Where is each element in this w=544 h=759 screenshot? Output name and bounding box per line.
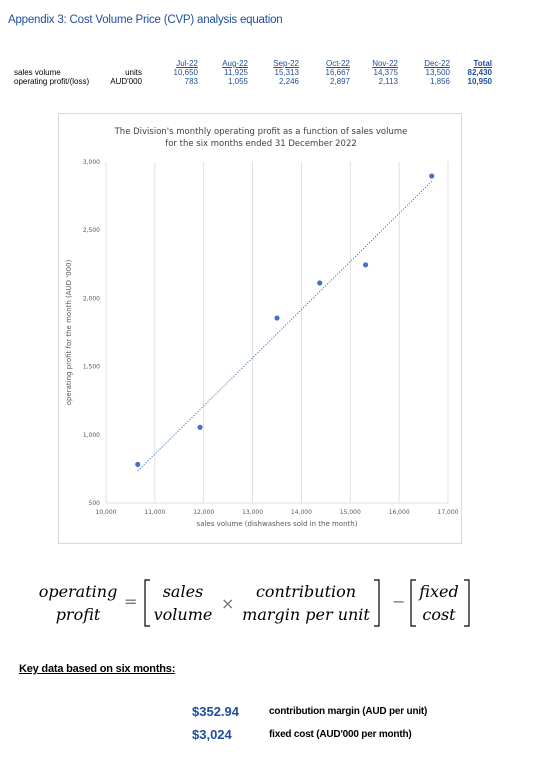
total-header: Total [473,59,492,68]
key-data-heading: Key data based on six months: [19,663,176,675]
x-tick-label: 10,000 [96,509,117,516]
minus-sign: − [392,592,406,611]
table-cell: 2,113 [378,77,398,86]
total-cell: 82,430 [467,68,492,77]
y-tick-label: 3,000 [83,159,100,166]
times-sign: × [221,594,235,613]
formula-term2-top: contribution [255,582,357,601]
scatter-chart: The Division's monthly operating profit … [58,113,462,544]
formula-term1-bottom: volume [153,605,213,624]
row-label: operating profit/(loss) [14,77,90,86]
total-cell: 10,950 [467,77,492,86]
table-cell: 13,500 [425,68,450,77]
x-tick-label: 16,000 [389,509,410,516]
table-cell: 1,856 [429,77,450,86]
monthly-data-table: Jul-22 Aug-22 Sep-22 Oct-22 Nov-22 Dec-2… [14,59,492,86]
equals-sign: = [124,592,138,611]
page-title: Appendix 3: Cost Volume Price (CVP) anal… [8,14,283,26]
x-axis-label: sales volume (dishwashers sold in the mo… [197,520,358,528]
left-bracket-icon [410,579,416,627]
contribution-margin-value: $352.94 [192,704,239,719]
table-cell: 2,897 [329,77,350,86]
x-tick-label: 17,000 [438,509,459,516]
formula-lhs-top: operating [38,582,118,601]
table-cell: 783 [184,77,198,86]
month-header: Oct-22 [325,59,350,68]
chart-canvas: The Division's monthly operating profit … [65,127,459,528]
table-header-row: Jul-22 Aug-22 Sep-22 Oct-22 Nov-22 Dec-2… [14,59,492,68]
formula-term2-bottom: margin per unit [242,605,370,624]
data-point [197,424,203,430]
row-unit: AUD'000 [110,77,142,86]
formula-lhs-bottom: profit [55,605,101,624]
table-cell: 2,246 [278,77,299,86]
x-tick-label: 14,000 [291,509,312,516]
y-tick-label: 2,500 [83,227,100,234]
right-bracket-icon [374,579,380,627]
formula-sales-volume: sales volume [150,580,216,626]
chart-title-line: The Division's monthly operating profit … [114,127,408,137]
row-label: sales volume [14,68,61,77]
formula-fixed-cost: fixed cost [414,580,464,626]
data-point [317,280,323,286]
trendline [137,180,433,472]
formula-term3-bottom: cost [422,605,456,624]
table-cell: 14,375 [373,68,398,77]
y-tick-label: 1,000 [83,432,100,439]
y-tick-label: 1,500 [83,364,100,371]
data-point [362,262,369,268]
data-point [135,461,141,467]
fixed-cost-label: fixed cost (AUD'000 per month) [269,729,412,740]
chart-title-line: for the six months ended 31 December 202… [165,139,357,149]
month-header: Sep-22 [273,59,299,68]
left-bracket-icon [144,579,150,627]
formula-term1-top: sales [162,582,204,601]
x-tick-label: 13,000 [242,509,263,516]
month-header: Aug-22 [222,59,248,68]
formula-term3-top: fixed [419,582,459,601]
x-tick-label: 15,000 [340,509,361,516]
table-cell: 11,925 [224,68,248,77]
month-header: Dec-22 [424,59,450,68]
month-header: Jul-22 [176,59,198,68]
contribution-margin-label: contribution margin (AUD per unit) [269,706,428,717]
fixed-cost-value: $3,024 [192,727,232,742]
x-tick-label: 12,000 [193,509,214,516]
y-tick-label: 2,000 [83,295,100,302]
right-bracket-icon [464,579,470,627]
table-cell: 10,650 [173,68,198,77]
table-cell: 15,313 [274,68,299,77]
row-unit: units [125,68,142,77]
data-point [429,173,435,179]
table-row: sales volume units 10,650 11,925 15,313 … [14,68,492,77]
data-point [274,315,280,321]
formula-operating-profit: operating profit [36,580,120,626]
month-header: Nov-22 [372,59,398,68]
table-row: operating profit/(loss) AUD'000 783 1,05… [14,77,492,86]
y-axis-label: operating profit for the month (AUD '000… [65,259,73,405]
table-cell: 16,667 [325,68,350,77]
formula-contribution-margin: contribution margin per unit [240,580,372,626]
table-cell: 1,055 [227,77,248,86]
y-tick-label: 500 [89,500,101,507]
x-tick-label: 11,000 [144,509,165,516]
